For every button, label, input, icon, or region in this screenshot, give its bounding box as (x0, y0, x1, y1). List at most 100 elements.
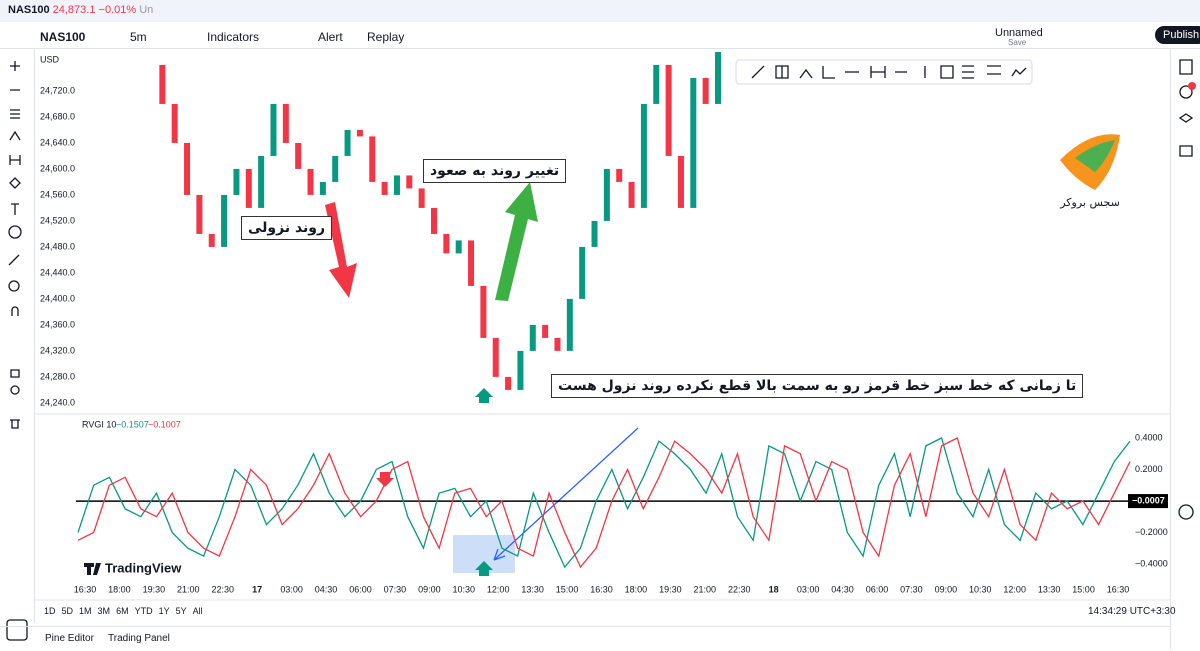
x-tick-label: 06:00 (349, 584, 372, 594)
x-tick-label: 18:00 (625, 584, 648, 594)
candle (221, 194, 228, 247)
right-sidebar (1170, 48, 1200, 650)
x-tick-label: 10:30 (969, 584, 992, 594)
annotation-downtrend: روند نزولی (241, 216, 333, 240)
notification-dot (1188, 82, 1196, 90)
y-tick-label: 24,320.0 (40, 345, 75, 355)
range-button[interactable]: YTD (134, 606, 153, 616)
tab-price: 24,873.1 (52, 4, 96, 16)
candle (332, 155, 339, 182)
candle (381, 181, 388, 195)
y-tick-label: 24,560.0 (40, 189, 75, 199)
x-tick-label: 17 (252, 584, 262, 594)
candle (319, 181, 326, 195)
trading-panel-tab[interactable]: Trading Panel (108, 633, 170, 644)
indicators-button[interactable]: Indicators (207, 30, 260, 44)
x-tick-label: 18:00 (108, 584, 131, 594)
x-tick-label: 10:30 (453, 584, 476, 594)
tab[interactable]: NAS100 24,873.1 −0.01% Un (8, 4, 153, 16)
candle (418, 188, 425, 208)
annotation-note: تا زمانی که خط سبز خط قرمز رو به سمت بال… (551, 374, 1084, 398)
candle (628, 181, 635, 208)
tab-bar (0, 0, 1200, 22)
annotation-reversal: تغییر روند به صعود (423, 159, 567, 183)
candle (603, 168, 610, 221)
layout-status: Save (1008, 38, 1027, 47)
replay-button[interactable]: Replay (367, 30, 405, 44)
candle (492, 337, 499, 377)
y-tick-label: 24,480.0 (40, 241, 75, 251)
range-button[interactable]: All (192, 606, 203, 616)
y-tick-label: 24,280.0 (40, 371, 75, 381)
candle (307, 168, 314, 195)
candle (715, 51, 721, 104)
candle (393, 175, 400, 195)
x-tick-label: 22:30 (211, 584, 234, 594)
brand-logo (1060, 134, 1120, 190)
indicator-line (77, 437, 1131, 569)
candle (702, 77, 709, 104)
candle (690, 77, 697, 208)
top-toolbar (0, 22, 1200, 49)
y-tick-label: 0.4000 (1135, 432, 1163, 442)
tool-icons (6, 59, 1194, 641)
y-tick-label: −0.4000 (1135, 558, 1168, 568)
candle (529, 324, 536, 351)
pine-editor-tab[interactable]: Pine Editor (45, 633, 94, 644)
layout-name[interactable]: Unnamed (995, 27, 1043, 39)
range-button[interactable]: 5D (61, 606, 74, 616)
range-button[interactable]: 1Y (158, 606, 170, 616)
publish-button[interactable]: Publish (1155, 26, 1200, 44)
x-tick-label: 03:00 (797, 584, 820, 594)
candle (616, 168, 623, 182)
y-tick-label: 24,600.0 (40, 163, 75, 173)
watermark-icon (84, 563, 101, 575)
candle (455, 240, 462, 254)
candle (566, 298, 573, 351)
y-tick-label: 24,400.0 (40, 293, 75, 303)
watermark: TradingView (105, 560, 182, 575)
candle (258, 155, 265, 208)
x-tick-label: 15:00 (556, 584, 579, 594)
signal-up (475, 388, 493, 403)
candle (245, 168, 252, 208)
x-tick-label: 22:30 (728, 584, 751, 594)
tab-symbol: NAS100 (8, 4, 50, 16)
candle (295, 142, 302, 169)
y-tick-label: 24,720.0 (40, 85, 75, 95)
x-tick-label: 12:00 (487, 584, 510, 594)
currency-label: USD (40, 54, 60, 64)
x-tick-label: 19:30 (143, 584, 166, 594)
x-tick-label: 13:30 (1038, 584, 1061, 594)
range-button[interactable]: 5Y (175, 606, 187, 616)
candle (184, 142, 191, 195)
up-arrow (495, 182, 538, 301)
candle (653, 64, 660, 104)
y-tick-label: 24,640.0 (40, 137, 75, 147)
candle (282, 103, 289, 143)
range-button[interactable]: 6M (116, 606, 129, 616)
symbol-search[interactable]: NAS100 (40, 30, 86, 44)
candle (665, 64, 672, 156)
level-label-box (1128, 494, 1168, 509)
candle (171, 103, 178, 143)
bottom-panel (0, 626, 1170, 651)
candle (677, 155, 684, 208)
range-button[interactable]: 3M (97, 606, 111, 616)
range-button[interactable]: 1M (79, 606, 92, 616)
range-button[interactable]: 1D (44, 606, 56, 616)
x-tick-label: 09:00 (418, 584, 441, 594)
brand-text: سجس بروکر (1059, 196, 1120, 209)
range-selector: 1D 5D 1M 3M 6M YTD 1Y 5Y All (44, 606, 209, 616)
candle (579, 246, 586, 299)
x-tick-label: 15:00 (1072, 584, 1095, 594)
interval[interactable]: 5m (130, 30, 147, 44)
alert-button[interactable]: Alert (318, 30, 343, 44)
tab-more: Un (139, 4, 154, 16)
candle (431, 207, 437, 234)
candle (517, 350, 524, 390)
candle (480, 285, 487, 338)
x-tick-label: 19:30 (659, 584, 682, 594)
candle (554, 337, 561, 351)
